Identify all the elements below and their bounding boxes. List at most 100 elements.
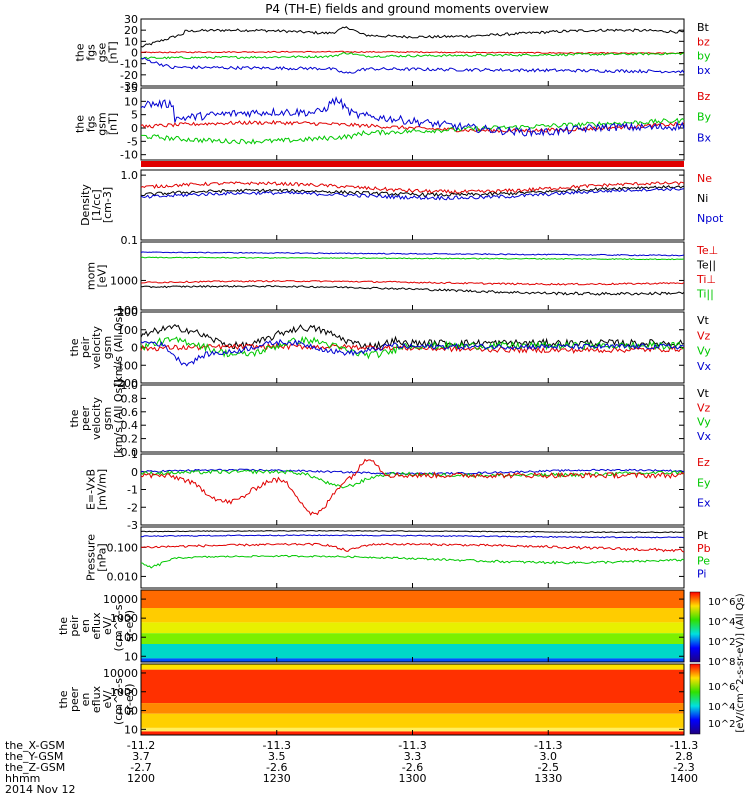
series-line-blue <box>140 468 685 476</box>
panel-frame <box>140 453 685 526</box>
x-row-value: 3.3 <box>404 750 422 763</box>
series-line-green <box>140 335 684 360</box>
legend-entry: Ey <box>697 476 711 489</box>
series-line-red <box>140 542 685 553</box>
legend-entry: Vx <box>697 430 712 443</box>
y-axis-label: gse <box>96 43 109 63</box>
series-line-red <box>140 279 685 286</box>
y-tick-label: -2 <box>127 501 138 514</box>
legend-entry: Vz <box>697 329 711 342</box>
y-tick-label: 30 <box>124 13 138 26</box>
y-tick-label: 0 <box>131 342 138 355</box>
y-axis-label: E=-VxB <box>85 469 98 510</box>
legend-entry: Bt <box>697 21 710 34</box>
series-line-blue <box>140 187 685 201</box>
series-line-black <box>140 26 685 48</box>
y-axis-label: eV/ <box>101 617 114 635</box>
x-row-value: 1300 <box>399 772 427 785</box>
series-line-black <box>140 529 685 534</box>
legend-entry: bx <box>697 64 711 77</box>
legend-entry: Ez <box>697 456 710 469</box>
legend-entry: Te|| <box>696 259 716 272</box>
panel-peir-eflux: 10000 1000 100 10 thepeirenefluxeV/(cm^2-s-s… <box>57 589 685 663</box>
y-axis-label: fgs <box>85 44 98 61</box>
panel-frame <box>140 169 685 241</box>
y-axis-label: [nPa] <box>96 543 109 571</box>
series-line-blue <box>140 338 685 367</box>
y-tick-label: -10 <box>120 58 138 71</box>
spectrogram-band <box>141 669 684 704</box>
series-line-red <box>140 342 685 355</box>
y-axis-label: [nT] <box>107 41 120 63</box>
spectrogram-band <box>141 608 684 623</box>
y-axis-label: peir <box>79 336 92 358</box>
y-axis-label: eflux <box>90 612 103 640</box>
spectrogram-band <box>141 664 684 670</box>
y-axis-label: velocity <box>90 397 103 440</box>
x-row-value: -2.6 <box>402 761 423 774</box>
y-tick-label: 200 <box>117 306 138 319</box>
y-tick-label: 15 <box>124 82 138 95</box>
x-row-value: -11.3 <box>534 739 562 752</box>
panel-efield: 1 0 -1 -2 -3 E=-VxB[mV/m] Ez Ey Ex <box>85 448 711 532</box>
y-tick-label: 0.6 <box>121 406 139 419</box>
y-tick-label: 1000 <box>110 612 138 625</box>
y-tick-label: 0.8 <box>121 392 139 405</box>
spectrogram-band <box>141 713 684 728</box>
legend-entry: Ni <box>697 192 708 205</box>
y-axis-label: mom <box>85 262 98 290</box>
legend-entry: Ne <box>697 172 712 185</box>
legend-entry: Vt <box>697 314 710 327</box>
y-axis-label: eV/ <box>101 690 114 708</box>
colorbar-tick-label: 10^6 <box>708 597 735 608</box>
legend-entry: Pt <box>697 529 709 542</box>
x-row-value: 3.5 <box>268 750 286 763</box>
x-row-value: 1330 <box>534 772 562 785</box>
chart-title: P4 (TH-E) fields and ground moments over… <box>265 2 549 16</box>
x-row-value: 3.0 <box>540 750 558 763</box>
y-axis-label: Density <box>79 184 92 226</box>
panel-frame <box>140 384 685 453</box>
x-row-value: -11.3 <box>398 739 426 752</box>
y-tick-label: 100 <box>117 631 138 644</box>
y-axis-label: [eV] <box>96 265 109 288</box>
panel-peer-velocity: 1.00.80.60.40.20.0 thepeervelocitygsm[km/… <box>68 379 712 459</box>
colorbar-label: [eV/(cm^2-s-sr-eV)] (All Qs) <box>735 593 746 732</box>
colorbar-tick-label: 10^2 <box>708 637 735 648</box>
y-tick-label: 100 <box>117 705 138 718</box>
x-row-value: 2.8 <box>675 750 693 763</box>
series-line-green <box>140 554 685 569</box>
y-axis-label: [cm-3] <box>101 187 114 223</box>
legend-entry: By <box>697 111 712 124</box>
y-axis-label: eflux <box>90 685 103 713</box>
panel-temperature: 1000 100 mom[eV] Te⊥ Te||Ti⊥ Ti|| <box>85 241 718 317</box>
y-tick-label: 0 <box>131 47 138 60</box>
legend-entry: Te⊥ <box>696 244 718 257</box>
y-axis-label: gsm <box>101 407 114 430</box>
x-row-value: -11.2 <box>127 739 155 752</box>
y-tick-label: 10 <box>124 95 138 108</box>
y-axis-label: sr-eV) <box>123 610 136 642</box>
y-tick-label: 10 <box>124 35 138 48</box>
legend-entry: Bz <box>697 90 711 103</box>
y-tick-label: 20 <box>124 24 138 37</box>
y-tick-label: -10 <box>120 149 138 162</box>
legend-entry: Pi <box>697 567 706 580</box>
x-row-value: -11.3 <box>263 739 291 752</box>
state-bar <box>141 161 684 167</box>
series-line-blue <box>140 57 685 74</box>
legend-entry: Vx <box>697 360 712 373</box>
series-line-black <box>140 284 685 296</box>
spectrogram-band <box>141 644 684 659</box>
panel-peer-eflux: 10000 1000 100 10 thepeerenefluxeV/(cm^2-s-s… <box>57 663 685 736</box>
spectrogram-band <box>141 633 684 644</box>
legend-entry: Pb <box>697 542 711 555</box>
y-tick-label: 0.4 <box>121 419 139 432</box>
legend-entry: Vy <box>697 345 711 358</box>
y-tick-label: 1.0 <box>121 379 139 392</box>
y-axis-label: Pressure <box>85 534 98 581</box>
